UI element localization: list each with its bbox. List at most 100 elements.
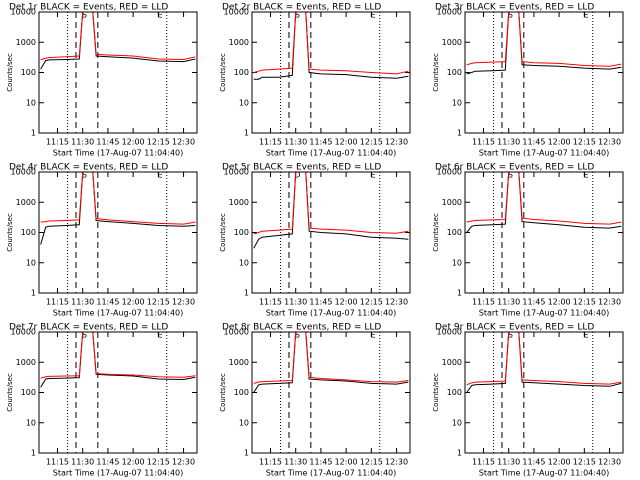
- series-line: [466, 332, 622, 386]
- x-tick-label: 11:15: [259, 458, 282, 467]
- x-tick-label: 11:30: [284, 298, 307, 307]
- y-tick-label: 1: [31, 129, 36, 138]
- y-tick-label: 100: [21, 228, 36, 237]
- y-tick-label: 10: [26, 258, 36, 267]
- annotation: S: [508, 11, 513, 20]
- y-tick-label: 1000: [16, 358, 36, 367]
- series-line: [253, 332, 409, 393]
- x-tick-label: 12:00: [548, 298, 571, 307]
- y-axis-label: Counts/sec: [432, 373, 440, 412]
- x-tick-label: 11:45: [309, 458, 332, 467]
- series-line: [466, 12, 622, 75]
- y-axis-label: Counts/sec: [432, 53, 440, 92]
- x-tick-label: 11:30: [71, 458, 94, 467]
- series-line: [253, 172, 409, 249]
- plot-frame: [251, 171, 411, 294]
- x-tick-label: 12:30: [172, 458, 195, 467]
- y-tick-label: 100: [234, 68, 249, 77]
- y-tick-label: 100: [21, 388, 36, 397]
- y-tick-label: 10: [26, 418, 36, 427]
- panel: Det 2r BLACK = Events, RED = LLD Start Ti…: [219, 3, 411, 158]
- series-line: [40, 172, 196, 245]
- x-tick-label: 11:15: [259, 298, 282, 307]
- x-tick-label: 11:30: [71, 298, 94, 307]
- series-line: [40, 12, 196, 61]
- plot-frame: [464, 171, 624, 294]
- x-tick-label: 12:15: [360, 298, 383, 307]
- y-tick-label: 1000: [229, 198, 249, 207]
- y-tick-label: 10: [452, 98, 462, 107]
- annotation: S: [82, 171, 87, 180]
- annotation: E: [157, 11, 162, 20]
- panel: Det 7r BLACK = Events, RED = LLD Start Ti…: [6, 323, 198, 478]
- x-tick-label: 11:15: [472, 458, 495, 467]
- y-tick-label: 10000: [11, 168, 36, 177]
- y-tick-label: 1: [244, 289, 249, 298]
- panel: Det 1r BLACK = Events, RED = LLD Start Ti…: [6, 3, 198, 158]
- series-line: [40, 172, 196, 225]
- panel: Det 3r BLACK = Events, RED = LLD Start Ti…: [432, 3, 624, 158]
- x-tick-label: 12:30: [172, 138, 195, 147]
- x-tick-label: 11:45: [96, 458, 119, 467]
- annotation: E: [583, 11, 588, 20]
- x-axis-label: Start Time (17-Aug-07 11:04:40): [479, 469, 610, 478]
- y-tick-label: 1: [31, 449, 36, 458]
- chart-title: Det 7r BLACK = Events, RED = LLD: [9, 323, 168, 333]
- y-tick-label: 1: [31, 289, 36, 298]
- annotation: E: [157, 331, 162, 340]
- annotation: S: [295, 11, 300, 20]
- x-tick-label: 11:15: [46, 298, 69, 307]
- x-tick-label: 12:30: [385, 458, 408, 467]
- chart-title: Det 1r BLACK = Events, RED = LLD: [9, 3, 168, 13]
- series-line: [466, 172, 622, 233]
- x-tick-label: 11:45: [522, 458, 545, 467]
- chart-title: Det 4r BLACK = Events, RED = LLD: [9, 163, 168, 173]
- x-tick-label: 12:30: [598, 458, 621, 467]
- y-tick-label: 100: [447, 388, 462, 397]
- x-tick-label: 11:30: [284, 458, 307, 467]
- x-tick-label: 11:45: [96, 298, 119, 307]
- series-line: [40, 332, 196, 388]
- x-tick-label: 12:00: [335, 458, 358, 467]
- series-line: [40, 12, 196, 70]
- annotation: E: [370, 11, 375, 20]
- y-tick-label: 100: [234, 388, 249, 397]
- y-tick-label: 1: [457, 449, 462, 458]
- panel: Det 4r BLACK = Events, RED = LLD Start Ti…: [6, 163, 198, 318]
- x-tick-label: 12:15: [573, 458, 596, 467]
- panel: Det 5r BLACK = Events, RED = LLD Start Ti…: [219, 163, 411, 318]
- y-tick-label: 10000: [11, 8, 36, 17]
- y-tick-label: 1: [244, 449, 249, 458]
- x-tick-label: 11:45: [309, 138, 332, 147]
- x-tick-label: 11:30: [497, 298, 520, 307]
- x-tick-label: 11:15: [259, 138, 282, 147]
- annotation: E: [583, 331, 588, 340]
- series-line: [253, 12, 409, 80]
- x-tick-label: 12:00: [122, 138, 145, 147]
- chart-title: Det 8r BLACK = Events, RED = LLD: [222, 323, 381, 333]
- y-tick-label: 100: [21, 68, 36, 77]
- series-line: [253, 172, 409, 235]
- chart-title: Det 9r BLACK = Events, RED = LLD: [435, 323, 594, 333]
- annotation: D: [294, 171, 300, 180]
- y-tick-label: 10000: [11, 328, 36, 337]
- y-tick-label: 10000: [437, 168, 462, 177]
- y-tick-label: 1000: [442, 358, 462, 367]
- y-tick-label: 1000: [229, 38, 249, 47]
- y-axis-label: Counts/sec: [6, 213, 14, 252]
- plot-frame: [38, 171, 198, 294]
- x-tick-label: 12:30: [598, 298, 621, 307]
- y-tick-label: 10: [239, 258, 249, 267]
- x-tick-label: 11:45: [309, 298, 332, 307]
- x-tick-label: 11:15: [46, 458, 69, 467]
- x-tick-label: 12:15: [360, 458, 383, 467]
- x-tick-label: 11:45: [96, 138, 119, 147]
- x-tick-label: 12:00: [122, 298, 145, 307]
- annotation: S: [82, 11, 87, 20]
- plot-frame: [38, 11, 198, 134]
- y-tick-label: 100: [234, 228, 249, 237]
- series-line: [253, 12, 409, 75]
- y-axis-label: Counts/sec: [432, 213, 440, 252]
- annotation: E: [370, 331, 375, 340]
